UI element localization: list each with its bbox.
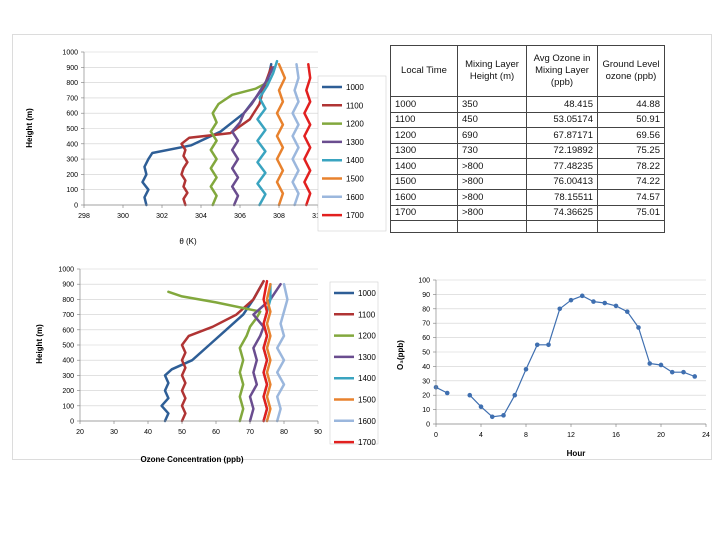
table-cell [390, 220, 458, 233]
table-cell: 76.00413 [526, 173, 598, 190]
table-cell: 74.22 [597, 173, 665, 190]
table-row: 1300 730 72.19892 75.25 [390, 142, 665, 159]
table-cell: >800 [457, 173, 527, 190]
table-cell: 730 [457, 142, 527, 159]
table-cell: 50.91 [597, 111, 665, 128]
table-cell: 75.25 [597, 142, 665, 159]
table-cell: 77.48235 [526, 158, 598, 175]
table-row: 1200 690 67.87171 69.56 [390, 127, 665, 144]
table-cell: 78.15511 [526, 189, 598, 206]
table-cell: 1300 [390, 142, 458, 159]
table-cell [526, 220, 598, 233]
table-cell: 350 [457, 96, 527, 113]
table-row: 1600 >800 78.15511 74.57 [390, 189, 665, 206]
table-empty-row [390, 220, 665, 233]
header-local-time: Local Time [390, 45, 458, 97]
table-cell: >800 [457, 204, 527, 221]
table-cell: 74.36625 [526, 204, 598, 221]
mixing-layer-table: Local Time Mixing Layer Height (m) Avg O… [390, 45, 665, 233]
header-mixing-layer-height: Mixing Layer Height (m) [457, 45, 527, 97]
table-cell: >800 [457, 189, 527, 206]
table-row: 1000 350 48.415 44.88 [390, 96, 665, 113]
table-cell [457, 220, 527, 233]
header-avg-ozone: Avg Ozone in Mixing Layer (ppb) [526, 45, 598, 97]
table-cell: 1500 [390, 173, 458, 190]
table-row: 1400 >800 77.48235 78.22 [390, 158, 665, 175]
slide-frame [12, 34, 712, 460]
table-cell: 74.57 [597, 189, 665, 206]
table-cell: 44.88 [597, 96, 665, 113]
table-cell: 75.01 [597, 204, 665, 221]
table-cell: 450 [457, 111, 527, 128]
table-cell: 1700 [390, 204, 458, 221]
table-cell: 1100 [390, 111, 458, 128]
table-cell: 69.56 [597, 127, 665, 144]
header-ground-ozone: Ground Level ozone (ppb) [597, 45, 665, 97]
table-cell: 53.05174 [526, 111, 598, 128]
table-header-row: Local Time Mixing Layer Height (m) Avg O… [390, 45, 665, 97]
table-cell [597, 220, 665, 233]
table-row: 1100 450 53.05174 50.91 [390, 111, 665, 128]
table-row: 1500 >800 76.00413 74.22 [390, 173, 665, 190]
table-cell: 1000 [390, 96, 458, 113]
table-row: 1700 >800 74.36625 75.01 [390, 204, 665, 221]
table-cell: 1400 [390, 158, 458, 175]
table-cell: 690 [457, 127, 527, 144]
table-cell: 78.22 [597, 158, 665, 175]
table-cell: 67.87171 [526, 127, 598, 144]
table-cell: 1600 [390, 189, 458, 206]
table-cell: 48.415 [526, 96, 598, 113]
table-cell: >800 [457, 158, 527, 175]
table-cell: 72.19892 [526, 142, 598, 159]
table-cell: 1200 [390, 127, 458, 144]
